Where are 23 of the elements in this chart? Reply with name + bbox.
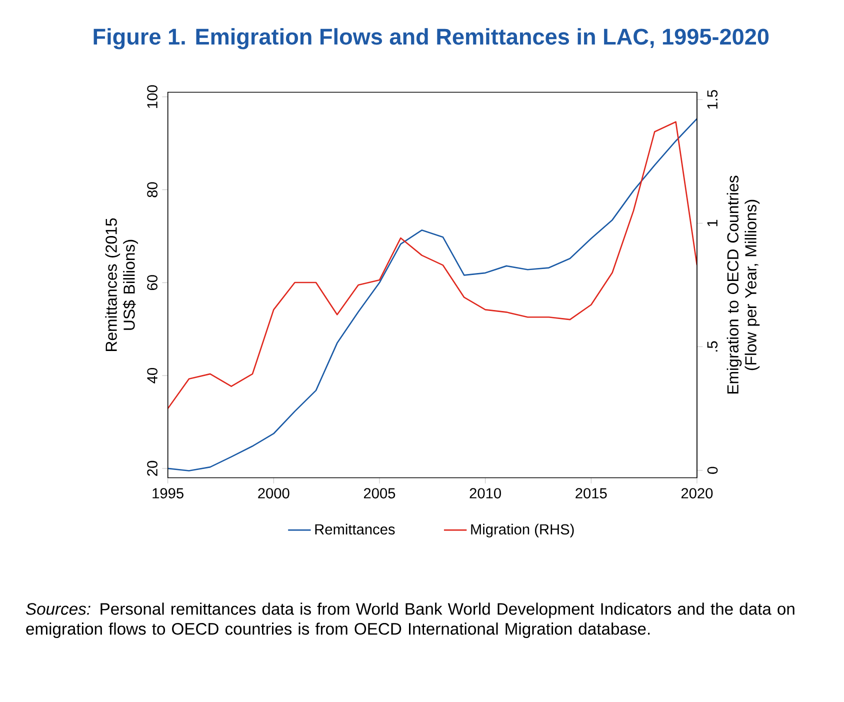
y2-tick-label: 0 <box>707 466 718 474</box>
y-tick-label: 100 <box>147 85 158 108</box>
x-tick-label: 1995 <box>152 488 184 499</box>
x-tick-label: 2015 <box>576 488 607 499</box>
x-tick-label: 2000 <box>258 488 290 499</box>
y-tick-label: 40 <box>147 368 158 384</box>
y2-tick-label: .5 <box>707 341 718 352</box>
y-tick-label: 20 <box>147 460 158 476</box>
legend-label: Remittances <box>315 524 395 535</box>
x-tick-label: 2005 <box>364 488 396 499</box>
x-tick-label: 2020 <box>681 488 713 499</box>
y2-tick-label: 1.5 <box>707 90 718 109</box>
chart-title: Figure 1. Emigration Flows and Remittances in LAC, 1995-2020 <box>94 28 769 50</box>
y-axis-title: Remittances (2015 US$ Billions) <box>105 218 138 352</box>
y2-axis-title: Emigration to OECD Countries (Flow per Year, Millions) <box>726 176 760 394</box>
y-tick-label: 60 <box>147 275 158 290</box>
x-tick-label: 2010 <box>470 488 501 499</box>
legend-label: Migration (RHS) <box>471 524 574 538</box>
line-series <box>168 121 697 410</box>
y-tick-label: 80 <box>147 182 158 198</box>
y2-tick-label: 1 <box>707 220 718 226</box>
line-series <box>168 118 697 472</box>
text: Sources: Personal remittances data is from World Bank World Development Indicators and the data on emigration flows to OECD countries is from OECD International Migration database. <box>26 602 794 638</box>
